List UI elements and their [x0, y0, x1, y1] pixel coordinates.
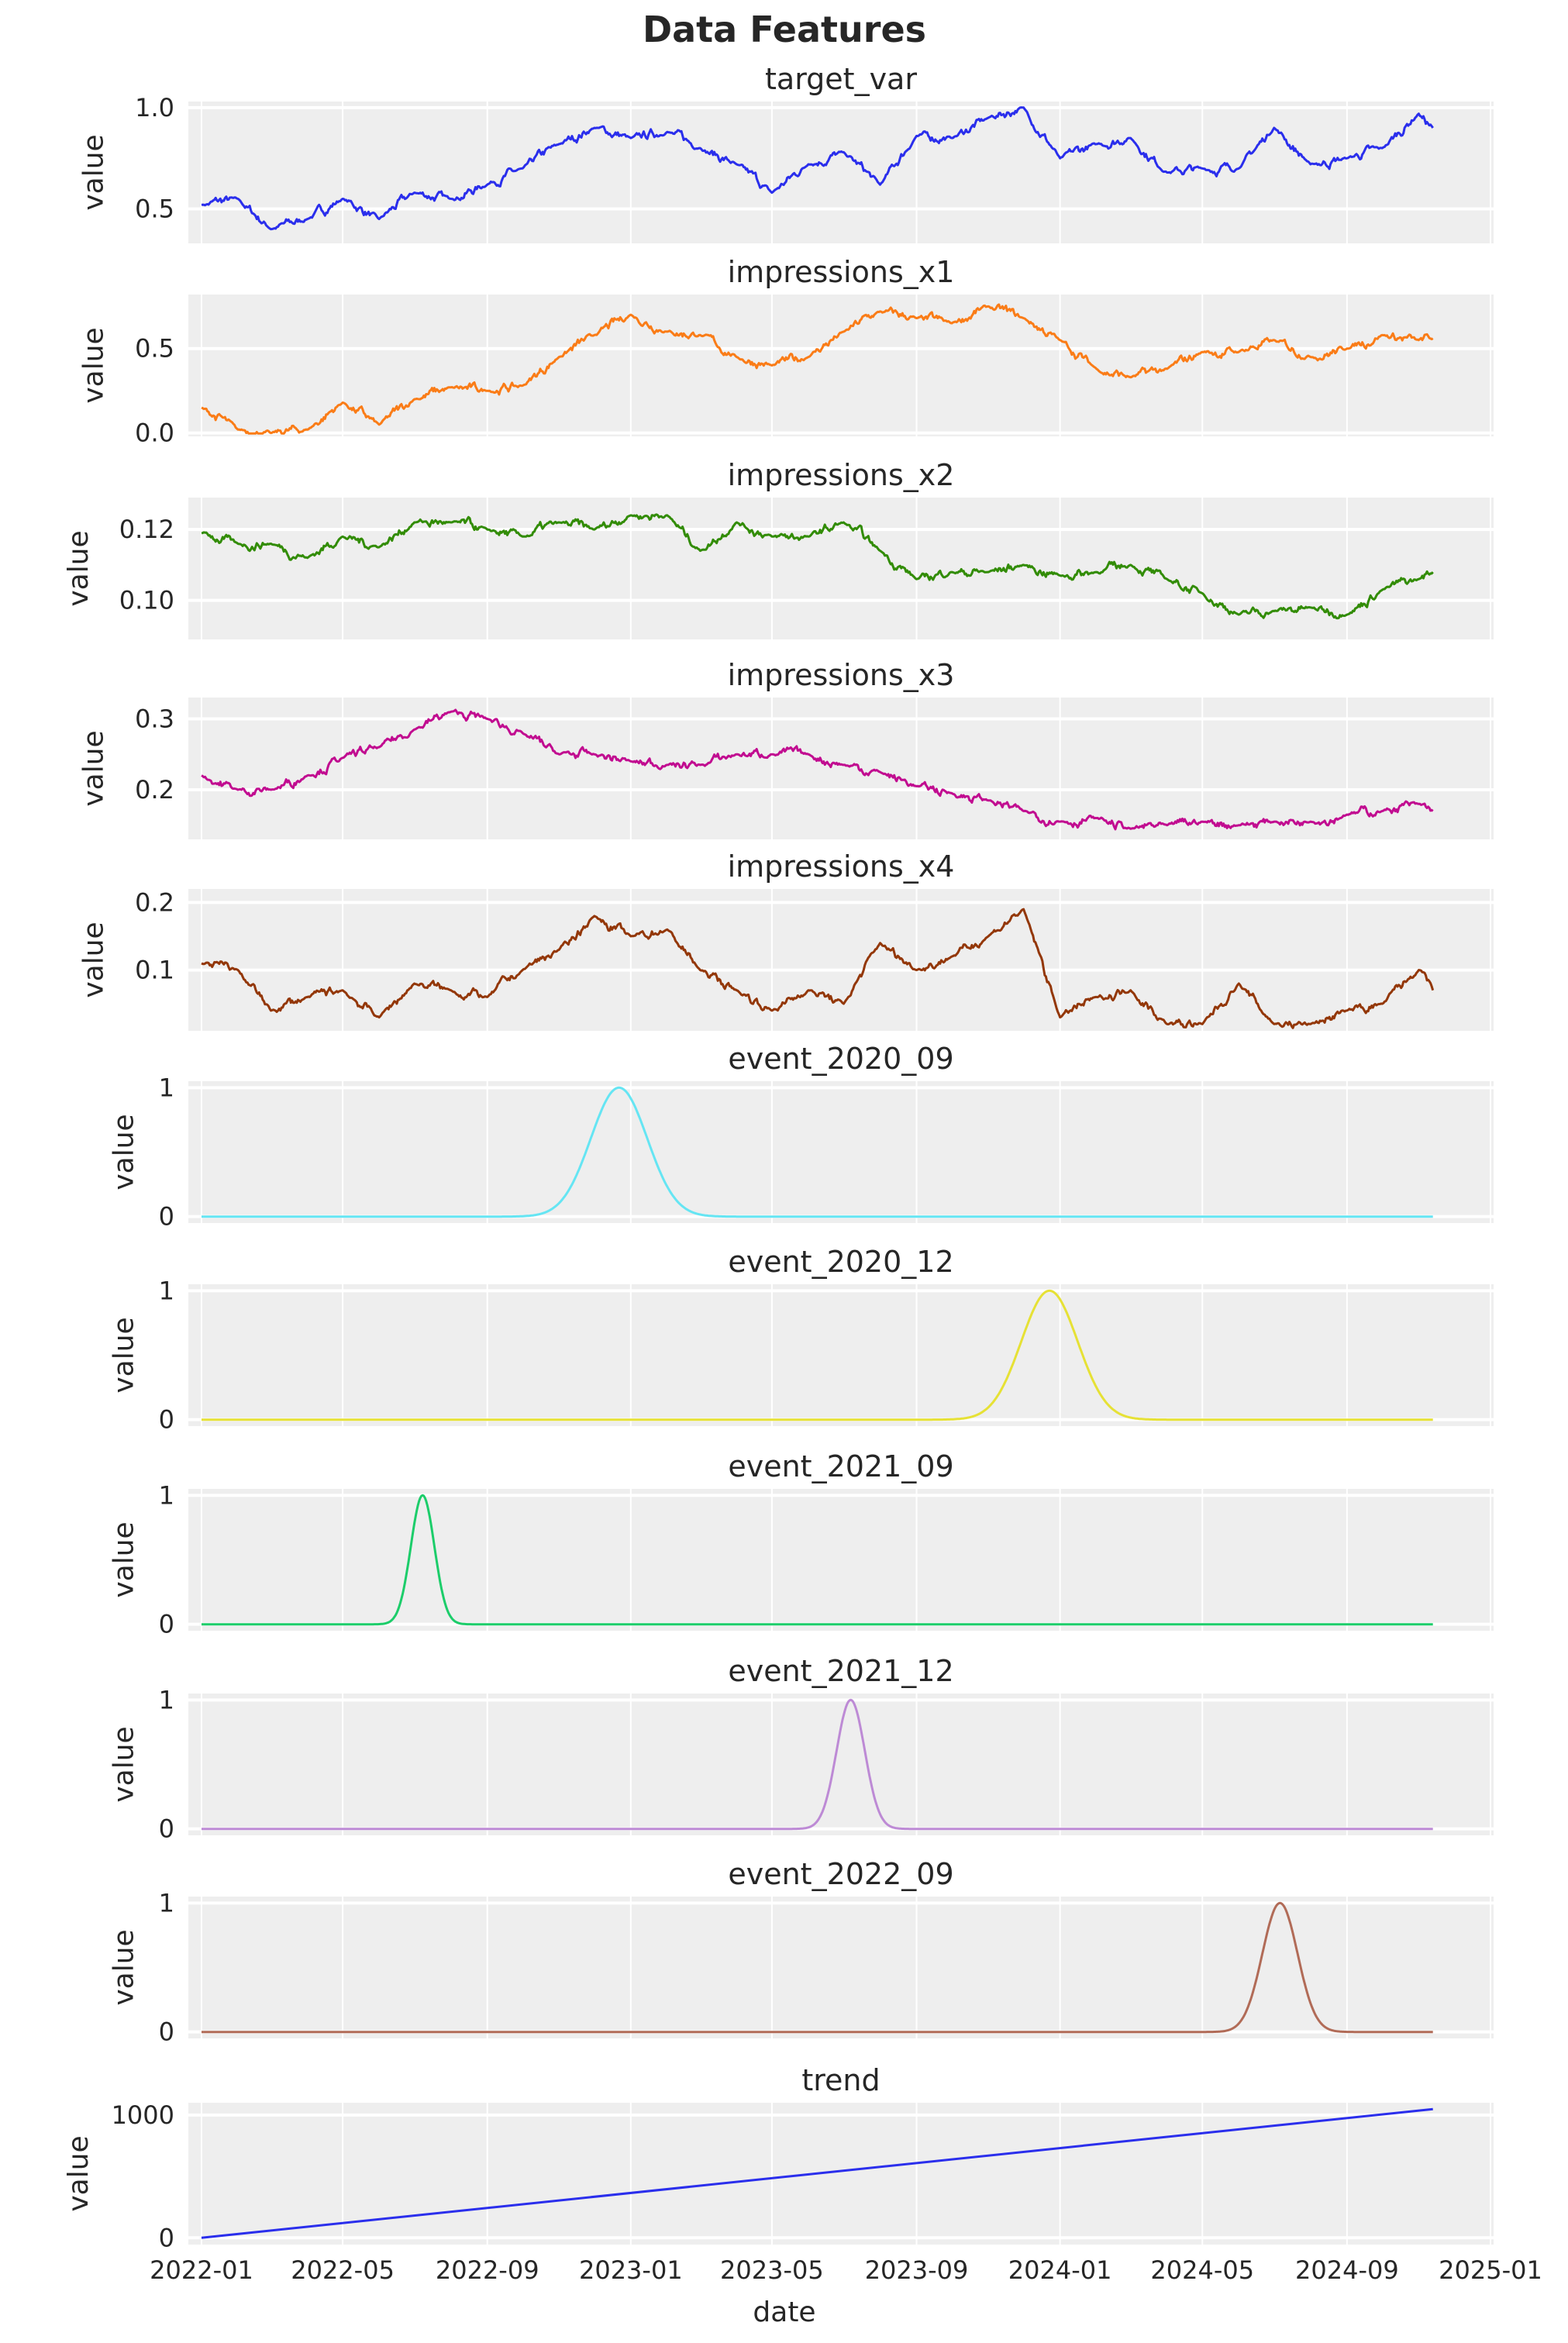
subplot-impressions-x1: 0.0 0.5 value impressions_x1	[78, 255, 1494, 448]
x-tick-label: 2025-01	[1439, 2255, 1542, 2285]
y-axis-label: value	[63, 530, 95, 606]
subplot-event-2022-09: 0 1 value event_2022_09	[109, 1857, 1494, 2047]
y-axis-label: value	[78, 730, 110, 806]
plot-background	[188, 102, 1494, 243]
y-tick-label: 0.5	[135, 334, 174, 364]
figure-title: Data Features	[643, 9, 926, 50]
x-tick-label: 2024-09	[1295, 2255, 1399, 2285]
x-tick-label: 2023-05	[720, 2255, 824, 2285]
y-axis-label: value	[109, 1521, 140, 1597]
series-line-trend	[201, 2107, 1433, 2239]
subplot-title: event_2021_12	[728, 1654, 953, 1688]
series-line-impressions-x1	[201, 303, 1434, 435]
y-axis-label: value	[109, 1114, 140, 1190]
subplot-title: impressions_x4	[728, 849, 955, 884]
plot-background	[188, 1081, 1494, 1223]
subplot-title: target_var	[765, 62, 917, 96]
y-tick-label: 0.0	[135, 419, 174, 448]
plot-background	[188, 1489, 1494, 1631]
y-tick-label: 0	[159, 1405, 174, 1435]
plot-background	[188, 889, 1494, 1031]
plot-background	[188, 698, 1494, 839]
series-line-impressions-x2	[201, 513, 1434, 620]
subplot-title: trend	[801, 2063, 880, 2097]
y-axis-label: value	[78, 134, 110, 210]
y-tick-label: 0.3	[135, 704, 174, 733]
y-tick-label: 1	[159, 1685, 174, 1714]
subplot-impressions-x4: 0.1 0.2 value impressions_x4	[78, 849, 1494, 1031]
y-axis-label: value	[109, 1317, 140, 1393]
x-tick-label: 2023-09	[865, 2255, 969, 2285]
x-tick-label: 2024-05	[1150, 2255, 1254, 2285]
subplot-target-var: 0.5 1.0 value target_var	[78, 62, 1494, 243]
series-line-target-var	[201, 106, 1434, 231]
y-tick-label: 0.12	[119, 515, 174, 544]
plot-background	[188, 1694, 1494, 1835]
series-line-event-2021-09	[202, 1494, 1433, 1626]
x-tick-label: 2023-01	[579, 2255, 683, 2285]
y-tick-label: 1	[159, 1276, 174, 1305]
y-axis-label: value	[109, 1929, 140, 2005]
subplot-title: event_2021_09	[728, 1449, 953, 1483]
series-line-event-2022-09	[202, 1901, 1433, 2034]
plot-background	[188, 295, 1494, 436]
x-tick-label: 2024-01	[1008, 2255, 1112, 2285]
y-tick-label: 0.5	[135, 195, 174, 224]
series-line-impressions-x4	[201, 908, 1435, 1029]
y-axis-label: value	[78, 327, 110, 403]
y-tick-label: 0	[159, 1610, 174, 1639]
subplot-event-2020-12: 0 1 value event_2020_12	[109, 1245, 1494, 1435]
subplot-title: impressions_x3	[728, 658, 955, 692]
x-axis-label: date	[753, 2296, 815, 2328]
y-axis-label: value	[63, 2135, 95, 2211]
y-tick-label: 1	[159, 1888, 174, 1917]
y-tick-label: 0	[159, 1202, 174, 1232]
subplot-impressions-x2: 0.10 0.12 value impressions_x2	[63, 458, 1494, 639]
y-tick-label: 0.2	[135, 887, 174, 917]
y-tick-label: 0.10	[119, 586, 174, 615]
subplot-impressions-x3: 0.2 0.3 value impressions_x3	[78, 658, 1494, 839]
series-line-event-2021-12	[202, 1698, 1433, 1831]
series-line-impressions-x3	[201, 708, 1434, 831]
x-tick-label: 2022-01	[150, 2255, 253, 2285]
subplot-title: event_2020_09	[728, 1042, 953, 1076]
subplot-title: event_2022_09	[728, 1857, 953, 1891]
y-tick-label: 1	[159, 1073, 174, 1102]
subplot-title: impressions_x2	[728, 458, 955, 492]
subplot-title: impressions_x1	[728, 255, 955, 289]
y-tick-label: 1000	[112, 2100, 174, 2130]
plot-background	[188, 1284, 1494, 1426]
plot-background	[188, 498, 1494, 639]
plot-background	[188, 1897, 1494, 2038]
y-tick-label: 1	[159, 1480, 174, 1510]
y-tick-label: 0	[159, 2223, 174, 2252]
x-tick-label: 2022-09	[436, 2255, 539, 2285]
x-tick-label: 2022-05	[291, 2255, 395, 2285]
subplot-title: event_2020_12	[728, 1245, 953, 1279]
y-axis-label: value	[78, 922, 110, 997]
y-tick-label: 0.2	[135, 775, 174, 805]
subplot-trend: 0 1000 value trend	[63, 2063, 1494, 2252]
y-axis-label: value	[109, 1726, 140, 1802]
subplot-event-2021-09: 0 1 value event_2021_09	[109, 1449, 1494, 1639]
y-tick-label: 0	[159, 2017, 174, 2047]
series-line-event-2020-12	[202, 1289, 1433, 1421]
subplot-event-2020-09: 0 1 value event_2020_09	[109, 1042, 1494, 1232]
subplots: 0.5 1.0 value target_var 0.0 0.5 value impressi…	[63, 62, 1542, 2285]
series-line-event-2020-09	[202, 1086, 1433, 1218]
y-tick-label: 0.1	[135, 956, 174, 985]
subplot-event-2021-12: 0 1 value event_2021_12	[109, 1654, 1494, 1844]
y-tick-label: 0	[159, 1814, 174, 1844]
y-tick-label: 1.0	[135, 93, 174, 122]
